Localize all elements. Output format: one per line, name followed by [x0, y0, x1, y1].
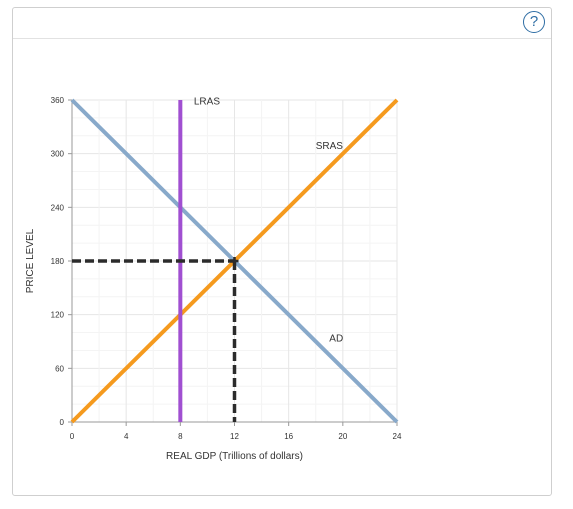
y-tick-label: 360	[51, 96, 65, 105]
y-axis-ticks: 0 60 120 180 240 300 360	[51, 96, 72, 427]
series-labels: AD SRAS LRAS	[194, 96, 343, 344]
panel-header: ?	[13, 8, 551, 39]
ad-label: AD	[329, 334, 343, 345]
help-icon[interactable]: ?	[523, 11, 545, 33]
y-tick-label: 120	[51, 311, 65, 320]
equilibrium-point[interactable]	[230, 257, 239, 265]
sras-label: SRAS	[316, 141, 344, 152]
x-tick-label: 20	[338, 432, 347, 441]
x-axis-title: REAL GDP (Trillions of dollars)	[166, 451, 303, 462]
x-tick-label: 16	[284, 432, 293, 441]
x-tick-label: 8	[178, 432, 183, 441]
lras-label: LRAS	[194, 96, 220, 107]
x-tick-label: 0	[70, 432, 75, 441]
x-axis-ticks: 0 4 8 12 16 20 24	[70, 422, 402, 441]
x-tick-label: 4	[124, 432, 129, 441]
equilibrium-guides	[72, 257, 239, 422]
y-tick-label: 300	[51, 150, 65, 159]
y-axis-title: PRICE LEVEL	[25, 228, 36, 293]
y-tick-label: 0	[60, 418, 65, 427]
y-tick-label: 240	[51, 203, 65, 212]
x-tick-label: 24	[393, 432, 402, 441]
question-panel: ?	[12, 7, 552, 496]
y-tick-label: 180	[51, 257, 65, 266]
y-tick-label: 60	[55, 364, 64, 373]
x-tick-label: 12	[230, 432, 239, 441]
